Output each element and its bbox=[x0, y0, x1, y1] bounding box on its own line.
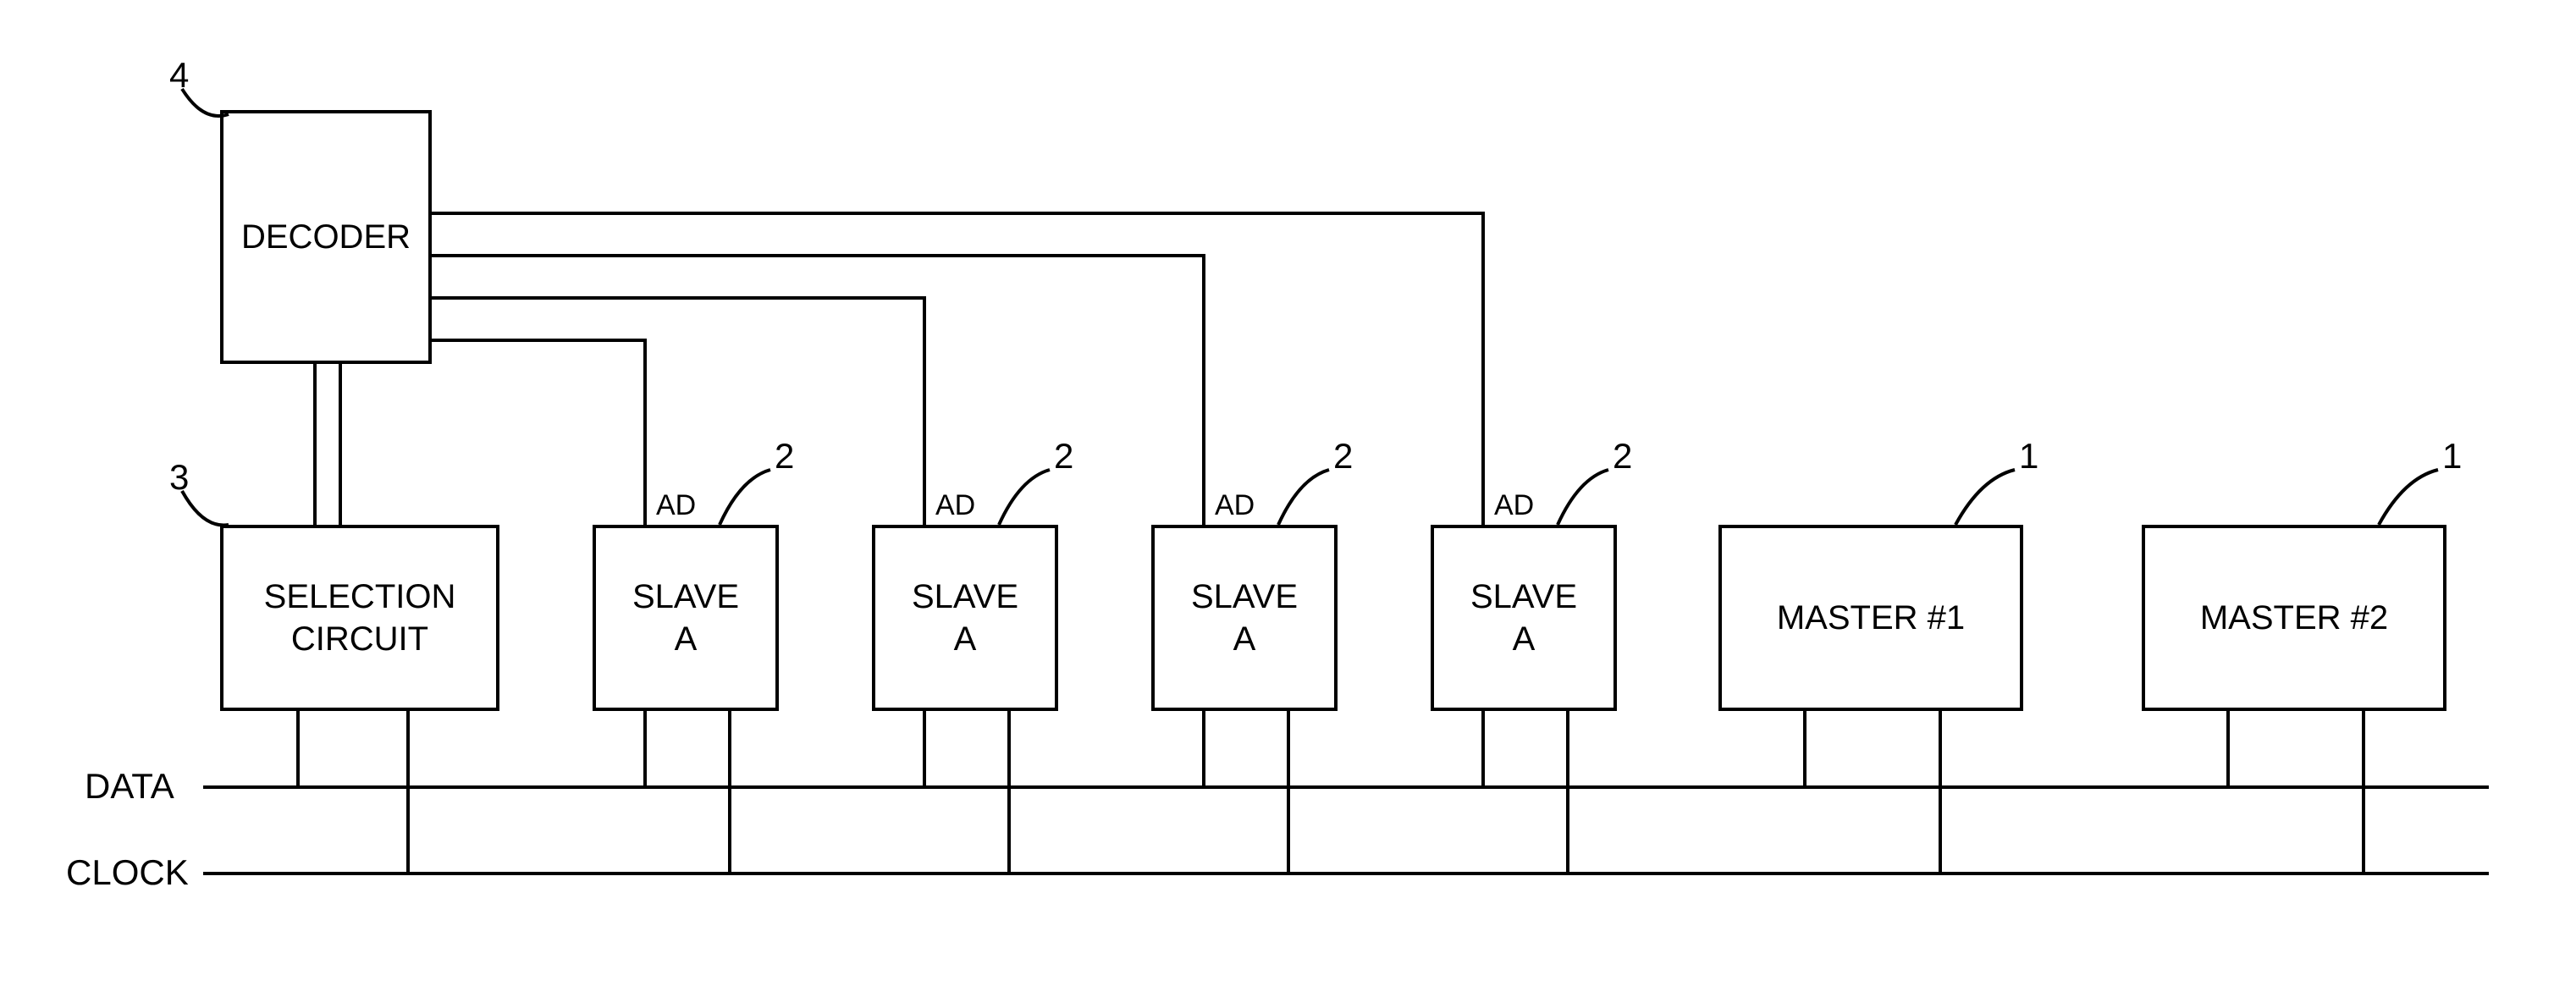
tap-selection-clock bbox=[406, 711, 410, 872]
decoder-label: DECODER bbox=[241, 216, 411, 258]
tap-slave2-data bbox=[923, 711, 926, 785]
master-2-ref-leader bbox=[2370, 466, 2446, 529]
slave-2-ref-leader bbox=[990, 466, 1058, 529]
slave-4-block: SLAVE A bbox=[1431, 525, 1617, 711]
tap-master2-clock bbox=[2362, 711, 2365, 872]
master-1-ref-leader bbox=[1947, 466, 2023, 529]
slave-3-label: SLAVE A bbox=[1191, 576, 1298, 660]
tap-slave1-clock bbox=[728, 711, 731, 872]
tap-slave1-data bbox=[643, 711, 647, 785]
bus-data-label: DATA bbox=[85, 766, 174, 807]
slave-1-block: SLAVE A bbox=[593, 525, 779, 711]
decoder-ref-leader bbox=[178, 85, 237, 127]
tap-slave4-clock bbox=[1566, 711, 1569, 872]
decoder-fanout-1-v bbox=[643, 339, 647, 525]
selection-label: SELECTION CIRCUIT bbox=[264, 576, 456, 660]
slave-2-ad: AD bbox=[935, 489, 975, 522]
selection-block: SELECTION CIRCUIT bbox=[220, 525, 499, 711]
bus-clock-line bbox=[203, 872, 2489, 875]
tap-slave2-clock bbox=[1007, 711, 1011, 872]
bus-clock-label: CLOCK bbox=[66, 852, 189, 893]
tap-master1-data bbox=[1803, 711, 1807, 785]
tap-slave3-clock bbox=[1287, 711, 1290, 872]
slave-4-ad: AD bbox=[1494, 489, 1534, 522]
decoder-fanout-3-h bbox=[432, 254, 1205, 257]
tap-selection-data bbox=[296, 711, 300, 785]
slave-1-ad: AD bbox=[656, 489, 696, 522]
slave-3-ad: AD bbox=[1215, 489, 1255, 522]
selection-ref-leader bbox=[178, 487, 237, 533]
block-diagram: DATA CLOCK DECODER 4 SELECTION CIRCUIT 3… bbox=[0, 0, 2576, 992]
slave-4-ref-leader bbox=[1549, 466, 1617, 529]
decoder-fanout-4-v bbox=[1481, 212, 1485, 525]
tap-master1-clock bbox=[1939, 711, 1942, 872]
slave-2-label: SLAVE A bbox=[912, 576, 1018, 660]
slave-1-ref-leader bbox=[711, 466, 779, 529]
bus-data-line bbox=[203, 785, 2489, 789]
master-2-label: MASTER #2 bbox=[2200, 597, 2388, 639]
decoder-fanout-1-h bbox=[432, 339, 647, 342]
decoder-fanout-2-v bbox=[923, 296, 926, 525]
master-1-label: MASTER #1 bbox=[1777, 597, 1965, 639]
slave-4-label: SLAVE A bbox=[1470, 576, 1577, 660]
decoder-block: DECODER bbox=[220, 110, 432, 364]
slave-3-block: SLAVE A bbox=[1151, 525, 1338, 711]
tap-slave3-data bbox=[1202, 711, 1205, 785]
slave-2-block: SLAVE A bbox=[872, 525, 1058, 711]
master-1-block: MASTER #1 bbox=[1718, 525, 2023, 711]
decoder-to-selection-line-1 bbox=[313, 364, 317, 525]
master-2-block: MASTER #2 bbox=[2142, 525, 2446, 711]
slave-1-label: SLAVE A bbox=[632, 576, 739, 660]
decoder-fanout-4-h bbox=[432, 212, 1485, 215]
tap-master2-data bbox=[2226, 711, 2230, 785]
decoder-fanout-3-v bbox=[1202, 254, 1205, 525]
tap-slave4-data bbox=[1481, 711, 1485, 785]
decoder-to-selection-line-2 bbox=[339, 364, 342, 525]
decoder-fanout-2-h bbox=[432, 296, 926, 300]
slave-3-ref-leader bbox=[1270, 466, 1338, 529]
